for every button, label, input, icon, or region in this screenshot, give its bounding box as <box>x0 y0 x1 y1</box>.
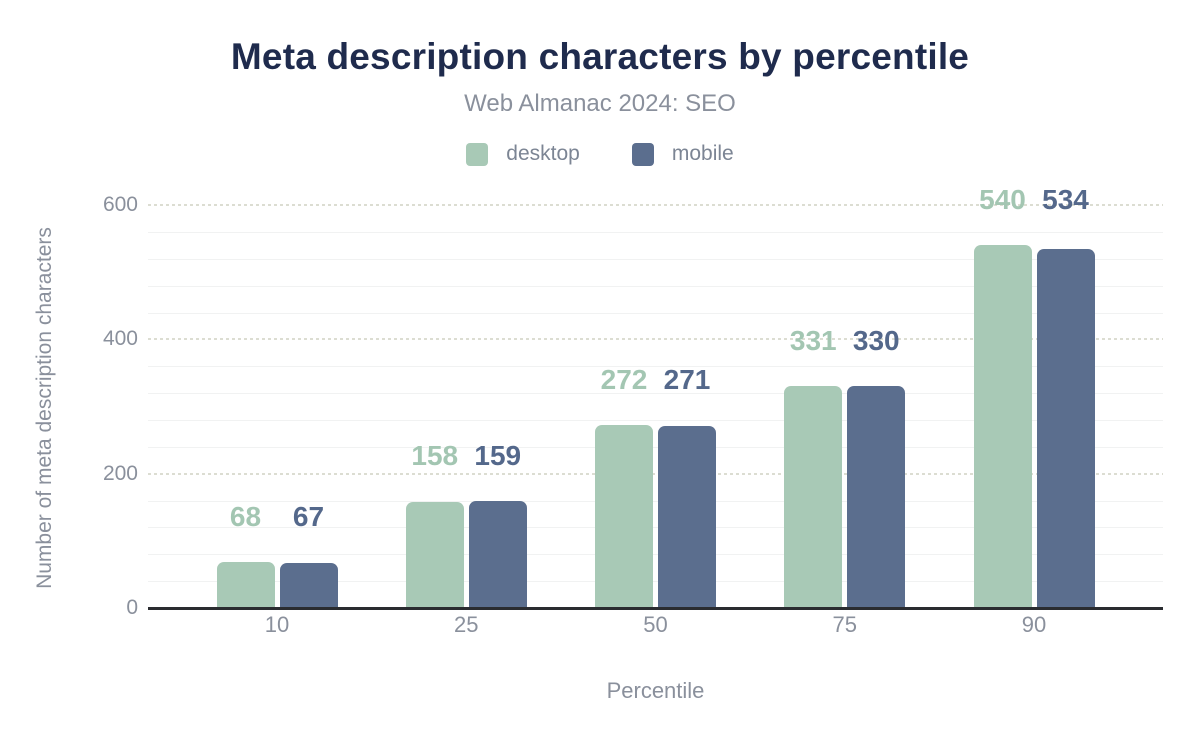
bar-desktop-p10[interactable] <box>216 562 275 608</box>
minor-gridline <box>148 419 1163 421</box>
y-tick-label: 0 <box>126 596 138 619</box>
bar-desktop-p90[interactable] <box>973 245 1032 608</box>
minor-gridline <box>148 446 1163 448</box>
x-tick-label-10: 10 <box>264 612 290 637</box>
legend-item-mobile[interactable]: mobile <box>631 142 734 166</box>
bar-value-desktop-p90: 540 <box>979 184 1026 216</box>
minor-gridline <box>148 500 1163 502</box>
x-axis-title: Percentile <box>606 678 705 703</box>
major-gridline <box>148 204 1163 206</box>
minor-gridline <box>148 312 1163 314</box>
minor-gridline <box>148 554 1163 556</box>
legend: desktop mobile <box>0 142 1200 166</box>
bar-desktop-p50[interactable] <box>595 425 653 608</box>
y-tick-label: 600 <box>102 193 138 216</box>
bar-value-mobile-p50: 271 <box>663 364 711 396</box>
minor-gridline <box>148 285 1163 287</box>
chart-subtitle: Web Almanac 2024: SEO <box>464 90 736 117</box>
bar-value-desktop-p50: 272 <box>600 364 648 396</box>
x-tick-label-25: 25 <box>454 612 479 637</box>
y-tick-label: 200 <box>102 461 138 485</box>
minor-gridline <box>148 527 1163 529</box>
bar-desktop-p25[interactable] <box>405 501 464 608</box>
bar-value-mobile-p10: 67 <box>292 501 325 533</box>
minor-gridline <box>148 258 1163 260</box>
mobile-series-swatch <box>631 142 654 166</box>
legend-item-desktop[interactable]: desktop <box>466 142 580 166</box>
minor-gridline <box>148 393 1163 395</box>
minor-gridline <box>148 581 1163 583</box>
legend-label-desktop: desktop <box>506 142 580 165</box>
x-axis-line <box>148 607 1163 610</box>
minor-gridline <box>148 231 1163 233</box>
bar-value-desktop-p10: 68 <box>229 501 262 533</box>
x-tick-label-50: 50 <box>643 612 668 637</box>
bar-mobile-p90[interactable] <box>1036 249 1095 608</box>
bar-mobile-p25[interactable] <box>468 501 527 608</box>
bar-value-mobile-p90: 534 <box>1042 184 1089 216</box>
desktop-series-swatch <box>466 142 489 166</box>
bar-mobile-p75[interactable] <box>847 386 906 608</box>
legend-label-mobile: mobile <box>671 142 734 165</box>
plot-area: 0 200 400 600 68 67 10 158 159 25 272 271 50 331 330 75… <box>103 185 1163 637</box>
bar-value-desktop-p75: 331 <box>789 324 837 356</box>
bar-mobile-p50[interactable] <box>658 426 716 608</box>
minor-gridline <box>148 366 1163 368</box>
bar-value-desktop-p25: 158 <box>411 440 459 472</box>
x-tick-label-75: 75 <box>832 612 857 637</box>
bar-value-mobile-p75: 330 <box>852 324 900 356</box>
bar-desktop-p75[interactable] <box>784 385 843 608</box>
chart-title: Meta description characters by percentil… <box>230 36 970 77</box>
y-tick-label: 400 <box>102 327 138 351</box>
bar-value-mobile-p25: 159 <box>474 440 522 472</box>
x-tick-label-90: 90 <box>1021 612 1047 637</box>
y-axis-title: Number of meta description characters <box>33 227 56 589</box>
bar-mobile-p10[interactable] <box>279 563 338 608</box>
major-gridline <box>148 338 1163 341</box>
major-gridline <box>148 472 1163 475</box>
